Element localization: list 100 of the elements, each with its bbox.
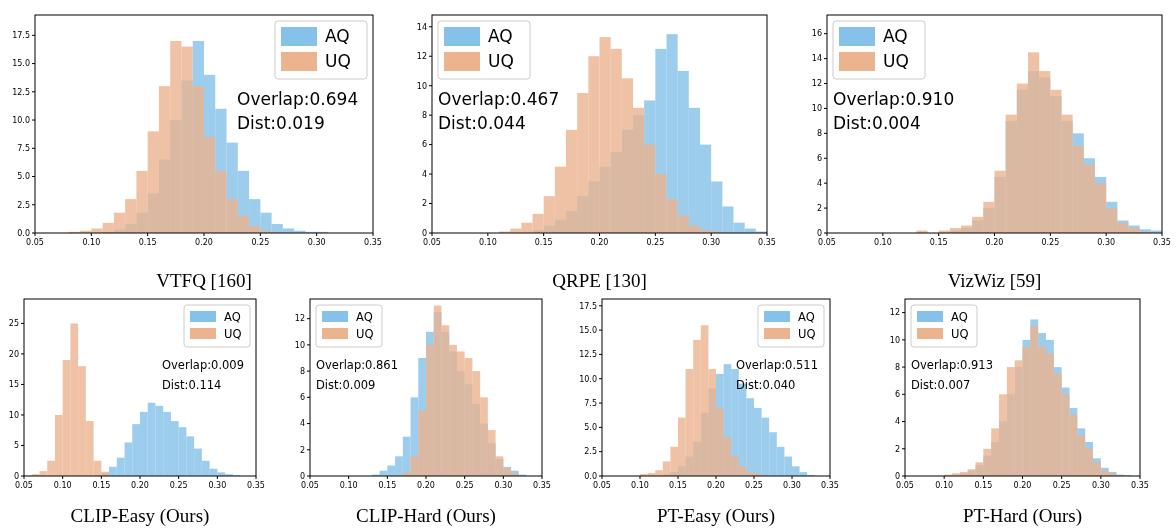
annotation: Dist:0.009 bbox=[316, 378, 376, 392]
legend-label: UQ bbox=[951, 326, 969, 341]
annotation: Overlap:0.913 bbox=[911, 358, 993, 372]
x-axis-title: VizWiz [59] bbox=[947, 270, 1042, 291]
y-tick-label: 12 bbox=[416, 52, 427, 62]
annotation: Overlap:0.694 bbox=[237, 89, 359, 109]
y-tick-label: 20 bbox=[8, 349, 19, 359]
x-tick-label: 0.05 bbox=[818, 238, 836, 247]
x-tick-label: 0.30 bbox=[702, 238, 721, 247]
x-axis-title: CLIP-Easy (Ours) bbox=[70, 505, 210, 527]
annotation: Dist:0.007 bbox=[911, 378, 971, 392]
x-tick-label: 0.20 bbox=[195, 238, 213, 247]
x-tick-label: 0.35 bbox=[247, 481, 265, 490]
x-tick-label: 0.10 bbox=[82, 238, 101, 247]
y-tick-label: 0 bbox=[894, 471, 900, 481]
annotation: Overlap:0.861 bbox=[316, 358, 398, 372]
x-tick-label: 0.15 bbox=[974, 481, 993, 490]
y-tick-label: 0 bbox=[816, 228, 822, 238]
y-tick-label: 4 bbox=[816, 178, 822, 188]
x-tick-label: 0.35 bbox=[821, 481, 839, 490]
x-tick-label: 0.10 bbox=[339, 481, 358, 490]
y-tick-label: 14 bbox=[416, 22, 427, 32]
annotation: Overlap:0.511 bbox=[736, 358, 818, 372]
y-tick-label: 15 bbox=[8, 380, 19, 390]
y-tick-label: 5.0 bbox=[17, 172, 30, 182]
y-tick-label: 0 bbox=[421, 228, 427, 238]
x-tick-label: 0.20 bbox=[417, 481, 435, 490]
legend-label: UQ bbox=[488, 51, 514, 72]
legend-label: AQ bbox=[951, 309, 968, 324]
x-tick-label: 0.25 bbox=[1052, 481, 1071, 490]
y-tick-label: 12 bbox=[294, 314, 305, 324]
x-tick-label: 0.30 bbox=[307, 238, 326, 247]
legend-label: AQ bbox=[488, 26, 513, 47]
legend-label: UQ bbox=[325, 51, 351, 72]
x-tick-label: 0.10 bbox=[631, 481, 649, 490]
x-tick-label: 0.05 bbox=[896, 481, 914, 490]
y-tick-label: 6 bbox=[894, 390, 900, 400]
annotation: Overlap:0.467 bbox=[438, 89, 560, 109]
annotation: Overlap:0.910 bbox=[833, 89, 955, 109]
y-tick-label: 5.0 bbox=[584, 423, 597, 433]
y-tick-label: 10 bbox=[294, 340, 305, 350]
y-tick-label: 12 bbox=[811, 79, 822, 89]
x-axis-title: CLIP-Hard (Ours) bbox=[356, 505, 496, 527]
x-tick-label: 0.20 bbox=[707, 481, 725, 490]
y-tick-label: 0.0 bbox=[584, 471, 597, 481]
y-tick-label: 6 bbox=[421, 140, 427, 150]
x-tick-label: 0.25 bbox=[745, 481, 763, 490]
x-axis-title: QRPE [130] bbox=[552, 270, 647, 291]
x-tick-label: 0.20 bbox=[1013, 481, 1032, 490]
x-tick-label: 0.15 bbox=[534, 238, 553, 247]
x-tick-label: 0.25 bbox=[646, 238, 665, 247]
x-tick-label: 0.20 bbox=[985, 238, 1004, 247]
x-tick-label: 0.05 bbox=[26, 238, 44, 247]
y-tick-label: 2 bbox=[299, 445, 305, 455]
y-tick-label: 7.5 bbox=[584, 398, 597, 408]
x-tick-label: 0.15 bbox=[929, 238, 948, 247]
legend-label: AQ bbox=[224, 309, 241, 324]
legend-label: UQ bbox=[798, 326, 816, 341]
y-tick-label: 12.5 bbox=[579, 350, 597, 360]
y-tick-label: 2 bbox=[894, 444, 900, 454]
y-tick-label: 10.0 bbox=[579, 374, 597, 384]
legend-label: AQ bbox=[325, 26, 350, 47]
x-tick-label: 0.25 bbox=[455, 481, 474, 490]
y-tick-label: 10 bbox=[889, 335, 900, 345]
y-tick-label: 4 bbox=[894, 417, 900, 427]
annotation: Dist:0.019 bbox=[237, 113, 325, 133]
y-tick-label: 6 bbox=[299, 393, 305, 403]
x-axis-title: PT-Easy (Ours) bbox=[656, 505, 776, 527]
y-tick-label: 0 bbox=[13, 471, 19, 481]
y-tick-label: 8 bbox=[816, 129, 822, 139]
legend-label: AQ bbox=[883, 26, 908, 47]
y-tick-label: 4 bbox=[421, 169, 427, 179]
y-tick-label: 4 bbox=[299, 419, 305, 429]
y-tick-label: 10 bbox=[416, 81, 427, 91]
y-tick-label: 17.5 bbox=[12, 31, 30, 41]
y-tick-label: 15.0 bbox=[12, 59, 30, 69]
x-tick-label: 0.25 bbox=[169, 481, 188, 490]
x-tick-label: 0.30 bbox=[783, 481, 801, 490]
x-tick-label: 0.10 bbox=[873, 238, 892, 247]
y-tick-label: 12.5 bbox=[12, 87, 30, 97]
y-tick-label: 0.0 bbox=[17, 228, 30, 238]
y-tick-label: 15.0 bbox=[579, 325, 597, 335]
y-tick-label: 17.5 bbox=[579, 301, 597, 311]
x-tick-label: 0.35 bbox=[1131, 481, 1149, 490]
legend-label: UQ bbox=[356, 326, 374, 341]
y-tick-label: 10.0 bbox=[12, 115, 30, 125]
x-tick-label: 0.15 bbox=[669, 481, 687, 490]
x-tick-label: 0.35 bbox=[758, 238, 776, 247]
x-tick-label: 0.25 bbox=[251, 238, 270, 247]
x-tick-label: 0.35 bbox=[1153, 238, 1171, 247]
y-tick-label: 10 bbox=[8, 410, 19, 420]
y-tick-label: 25 bbox=[8, 319, 19, 329]
annotation: Dist:0.040 bbox=[736, 378, 796, 392]
annotation: Dist:0.044 bbox=[438, 113, 526, 133]
x-tick-label: 0.25 bbox=[1041, 238, 1060, 247]
x-axis-title: VTFQ [160] bbox=[156, 270, 252, 291]
y-tick-label: 2.5 bbox=[584, 447, 597, 457]
x-tick-label: 0.05 bbox=[301, 481, 319, 490]
annotation: Dist:0.114 bbox=[162, 378, 222, 392]
y-tick-label: 8 bbox=[299, 366, 305, 376]
